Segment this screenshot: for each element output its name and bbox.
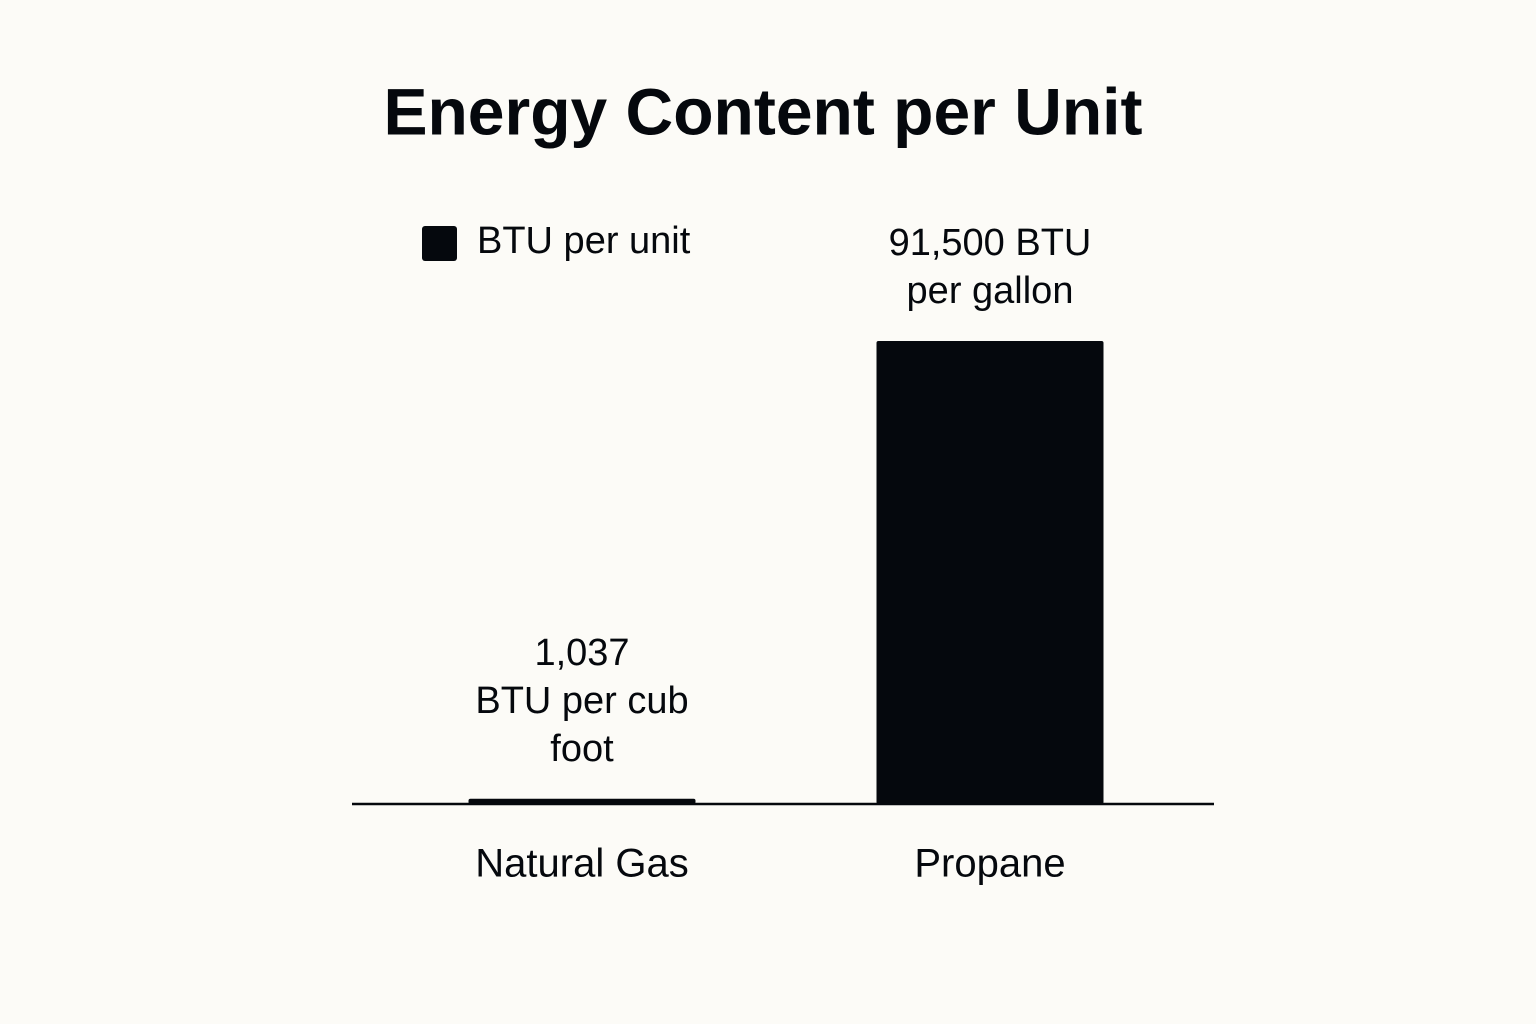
x-tick-label: Natural Gas xyxy=(475,842,688,886)
chart-title: Energy Content per Unit xyxy=(383,74,1142,148)
value-label: 91,500 BTU xyxy=(889,222,1092,264)
x-tick-label: Propane xyxy=(914,842,1065,886)
value-label: per gallon xyxy=(907,270,1074,312)
legend-label: BTU per unit xyxy=(477,220,691,262)
legend-swatch xyxy=(422,226,457,261)
bar xyxy=(468,798,696,804)
value-label: 1,037 xyxy=(534,632,629,674)
value-label: foot xyxy=(550,728,614,770)
value-label: BTU per cub xyxy=(475,680,688,722)
bar xyxy=(876,341,1104,804)
